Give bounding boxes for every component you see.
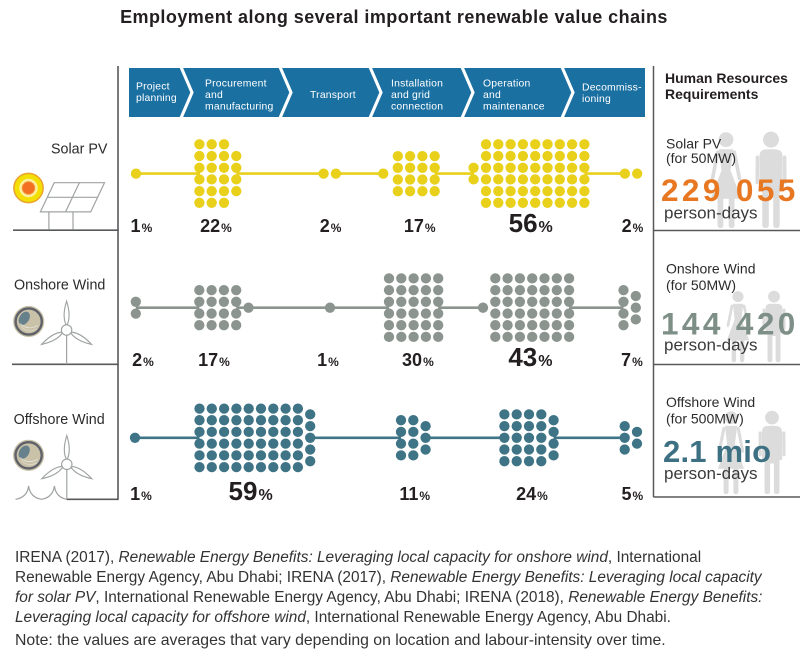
svg-text:Decommiss-: Decommiss- [582, 83, 642, 94]
svg-text:and: and [205, 90, 223, 101]
svg-text:43%: 43% [508, 342, 552, 372]
svg-text:229 055: 229 055 [661, 172, 799, 208]
svg-text:2.1 mio: 2.1 mio [663, 434, 771, 469]
svg-text:17%: 17% [198, 350, 230, 370]
svg-text:planning: planning [136, 93, 177, 104]
svg-text:17%: 17% [404, 216, 436, 236]
svg-text:Offshore Wind: Offshore Wind [666, 394, 755, 410]
svg-text:2%: 2% [320, 216, 342, 236]
svg-text:Solar PV: Solar PV [51, 141, 108, 157]
svg-text:person-days: person-days [664, 464, 758, 483]
svg-text:Transport: Transport [310, 90, 356, 101]
svg-text:2%: 2% [622, 216, 644, 236]
svg-text:manufacturing: manufacturing [205, 101, 273, 112]
svg-text:2%: 2% [132, 350, 154, 370]
svg-text:22%: 22% [200, 216, 232, 236]
svg-text:Human Resources: Human Resources [665, 70, 788, 86]
svg-text:Procurement: Procurement [205, 79, 267, 90]
svg-text:Installation: Installation [391, 79, 443, 90]
svg-text:Onshore Wind: Onshore Wind [14, 277, 105, 293]
svg-text:5%: 5% [621, 484, 643, 504]
svg-text:Onshore Wind: Onshore Wind [666, 261, 755, 277]
svg-text:Operation: Operation [483, 79, 530, 90]
svg-text:connection: connection [391, 101, 443, 112]
svg-text:(for 50MW): (for 50MW) [666, 150, 736, 166]
svg-text:7%: 7% [621, 350, 643, 370]
svg-text:11%: 11% [399, 484, 430, 504]
svg-text:Solar PV: Solar PV [666, 136, 722, 152]
svg-text:24%: 24% [516, 484, 548, 504]
svg-text:and: and [483, 90, 501, 101]
svg-text:Project: Project [136, 82, 170, 93]
svg-text:Offshore Wind: Offshore Wind [14, 412, 105, 428]
svg-text:(for 500MW): (for 500MW) [666, 411, 744, 427]
svg-text:59%: 59% [229, 476, 273, 506]
svg-text:and grid: and grid [391, 90, 430, 101]
svg-text:(for 50MW): (for 50MW) [666, 277, 736, 293]
svg-text:1%: 1% [131, 216, 153, 236]
svg-text:Requirements: Requirements [665, 86, 759, 102]
svg-text:person-days: person-days [664, 204, 758, 223]
svg-text:maintenance: maintenance [483, 101, 545, 112]
svg-text:1%: 1% [317, 350, 339, 370]
svg-text:ioning: ioning [582, 94, 611, 105]
svg-text:person-days: person-days [664, 336, 758, 355]
svg-text:1%: 1% [130, 484, 152, 504]
svg-text:30%: 30% [402, 350, 434, 370]
svg-text:144 420: 144 420 [661, 306, 799, 342]
svg-text:56%: 56% [509, 208, 553, 238]
